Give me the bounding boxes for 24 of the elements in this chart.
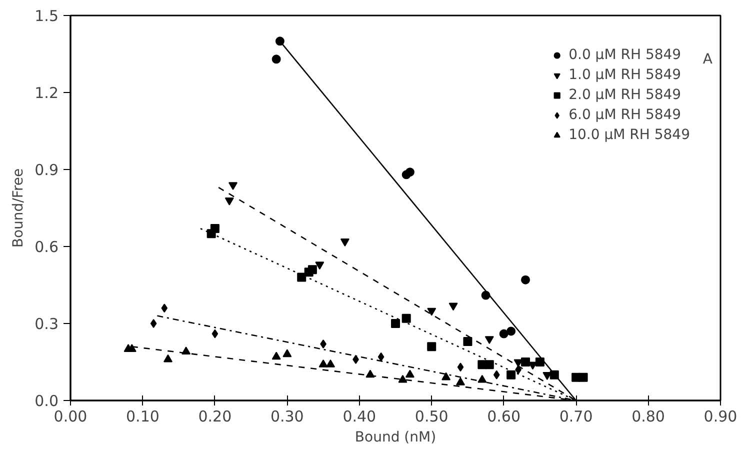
legend-label: 1.0 µM RH 5849 xyxy=(568,67,682,83)
y-axis-title: Bound/Free xyxy=(10,168,27,248)
x-tick-label: 0.10 xyxy=(126,408,160,426)
y-tick-label: 0.9 xyxy=(34,161,59,179)
y-tick-label: 1.2 xyxy=(34,84,59,102)
x-tick-label: 0.30 xyxy=(270,408,304,426)
x-tick-label: 0.80 xyxy=(632,408,665,426)
legend-label: 10.0 µM RH 5849 xyxy=(568,127,690,143)
annotation: A xyxy=(702,52,713,68)
x-tick-label: 0.20 xyxy=(198,408,232,426)
x-axis-title: Bound (nM) xyxy=(354,430,436,446)
y-tick-label: 0.0 xyxy=(34,392,59,410)
x-tick-label: 0.40 xyxy=(342,408,376,426)
x-tick-label: 0.70 xyxy=(559,408,593,426)
x-tick-label: 0.60 xyxy=(487,408,521,426)
y-tick-label: 0.3 xyxy=(34,315,59,333)
y-tick-label: 1.5 xyxy=(34,7,59,25)
legend-label: 6.0 µM RH 5849 xyxy=(568,107,682,123)
y-tick-label: 0.6 xyxy=(34,238,59,256)
legend-label: 0.0 µM RH 5849 xyxy=(568,47,682,63)
legend-label: 2.0 µM RH 5849 xyxy=(568,87,682,103)
x-tick-label: 0.90 xyxy=(704,408,738,426)
x-tick-label: 0.00 xyxy=(54,408,88,426)
x-tick-label: 0.50 xyxy=(414,408,448,426)
